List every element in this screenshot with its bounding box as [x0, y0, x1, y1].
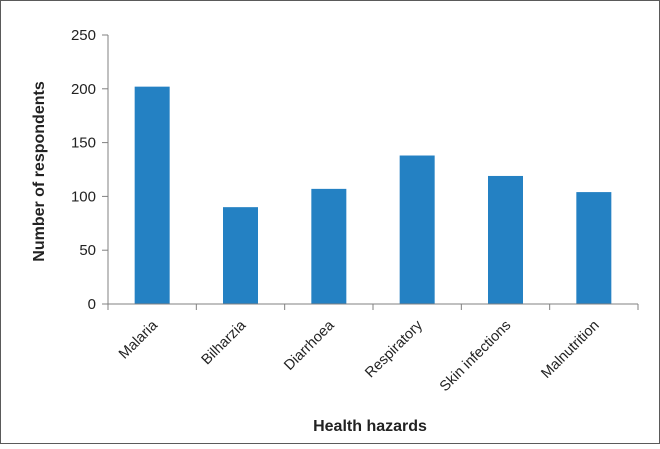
y-axis-title: Number of respondents: [31, 81, 48, 262]
x-axis-title: Health hazards: [313, 418, 427, 435]
y-tick-label: 200: [71, 81, 96, 98]
y-tick-label: 150: [71, 135, 96, 152]
y-tick-label: 50: [79, 242, 96, 259]
y-tick-label: 250: [71, 27, 96, 44]
bar-malaria: [134, 86, 170, 304]
y-tick-label: 0: [88, 296, 96, 313]
bar-skin-infections: [488, 175, 523, 304]
y-tick-label: 100: [71, 188, 96, 205]
bar-bilharzia: [223, 207, 258, 304]
bar-malnutrition: [576, 192, 612, 304]
bars-group: [134, 86, 612, 304]
bar-respiratory: [399, 155, 435, 304]
bar-diarrhoea: [311, 188, 347, 304]
y-axis-ticks: 0 50 100 150 200 250: [71, 27, 108, 313]
